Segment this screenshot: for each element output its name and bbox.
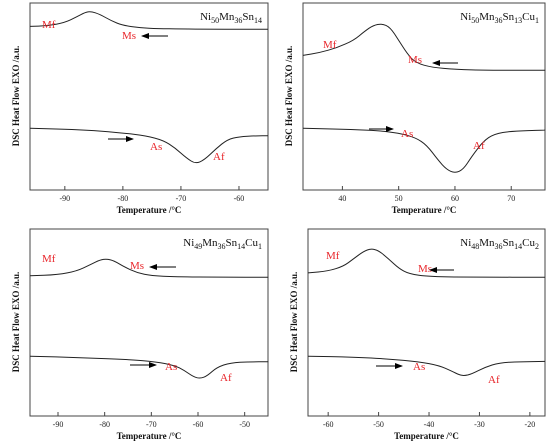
x-tick-label: -40 [424,420,435,429]
title-subscript: 48 [471,242,479,251]
title-subscript: 49 [194,242,202,251]
x-tick-label: 60 [451,194,459,203]
cooling-curve [29,258,269,278]
x-tick-label: -70 [146,420,157,429]
panel-title: Ni50Mn36Sn13Cu1 [460,11,539,25]
chart-panel-1: -90 -80 -70 -60 Mf Ms As Af Ni50Mn36Sn14 [29,2,269,203]
x-tick-label: -60 [323,420,334,429]
annotation-ms: Ms [418,263,432,275]
annotation-af: Af [488,374,500,386]
x-axis-label: Temperature /°C [116,205,182,215]
title-subscript: 36 [218,242,226,251]
annotation-ms: Ms [130,260,144,272]
title-element: Cu [522,237,535,249]
annotation-ms: Ms [408,54,422,66]
title-element: Cu [245,237,258,249]
title-subscript: 2 [535,242,539,251]
title-subscript: 14 [254,16,262,25]
panel-title: Ni48Mn36Sn14Cu2 [460,237,539,251]
x-tick-label: 40 [338,194,346,203]
heating-curve [302,127,546,173]
heating-curve [307,355,546,376]
x-tick-label: -80 [99,420,110,429]
x-tick-label: -50 [373,420,384,429]
title-subscript: 13 [514,16,522,25]
x-tick-label: -70 [176,194,187,203]
annotation-mf: Mf [42,19,56,31]
title-subscript: 36 [234,16,242,25]
panel-title: Ni50Mn36Sn14 [200,11,262,25]
annotation-as: As [413,361,425,373]
x-tick-label: 70 [507,194,515,203]
y-axis-label: DSC Heat Flow EXO /a.u. [11,271,21,372]
cooling-curve [307,248,545,278]
title-element: Sn [242,11,254,23]
title-element: Sn [503,237,515,249]
annotation-af: Af [213,151,225,163]
cooling-curve [29,11,269,30]
title-element: Sn [503,11,515,23]
x-tick-label: -20 [525,420,536,429]
title-element: Ni [460,237,471,249]
title-element: Mn [219,11,235,23]
x-tick-label: -90 [59,194,70,203]
chart-panel-4: -60 -50 -40 -30 -20 Mf Ms As Af Ni48Mn36Sn14Cu2 [307,228,546,429]
x-axis-label: Temperature /°C [391,205,457,215]
annotation-mf: Mf [42,253,56,265]
annotation-mf: Mf [323,39,337,51]
annotation-ms: Ms [122,30,136,42]
title-element: Sn [226,237,238,249]
title-element: Ni [200,11,211,23]
title-element: Cu [522,11,535,23]
x-tick-label: -60 [193,420,204,429]
title-subscript: 50 [211,16,219,25]
annotation-as: As [150,141,162,153]
cooling-curve [302,23,546,71]
title-subscript: 1 [535,16,539,25]
x-tick-label: -60 [234,194,245,203]
title-subscript: 50 [471,16,479,25]
heating-curve [29,355,269,379]
x-tick-label: -90 [53,420,64,429]
title-subscript: 1 [258,242,262,251]
annotation-mf: Mf [326,250,340,262]
x-tick-label: -50 [239,420,250,429]
heating-curve [29,127,268,164]
x-tick-label: 50 [395,194,403,203]
panel-title: Ni49Mn36Sn14Cu1 [183,237,262,251]
title-element: Ni [460,11,471,23]
annotation-af: Af [220,372,232,384]
x-axis-label: Temperature /°C [116,431,182,441]
title-element: Mn [479,237,495,249]
title-element: Mn [202,237,218,249]
annotation-as: As [401,128,413,140]
title-subscript: 14 [514,242,522,251]
x-axis-label: Temperature /°C [394,431,459,441]
y-axis-label: DSC Heat Flow EXO /a.u. [289,271,299,372]
title-element: Mn [479,11,495,23]
y-axis-label: DSC Heat Flow EXO /a.u. [11,45,21,146]
plot-frame [29,228,269,417]
x-tick-label: -80 [118,194,129,203]
chart-panel-3: -90 -80 -70 -60 -50 Mf Ms As Af Ni49Mn36Sn14Cu1 [29,228,269,429]
plot-frame [307,228,546,417]
annotation-af: Af [473,140,485,152]
plot-frame [302,2,546,191]
y-axis-label: DSC Heat Flow EXO /a.u. [284,45,294,146]
title-subscript: 36 [495,242,503,251]
annotation-as: As [165,361,177,373]
plot-frame [29,2,269,191]
title-subscript: 36 [495,16,503,25]
x-tick-label: -30 [474,420,485,429]
title-element: Ni [183,237,194,249]
title-subscript: 14 [237,242,245,251]
